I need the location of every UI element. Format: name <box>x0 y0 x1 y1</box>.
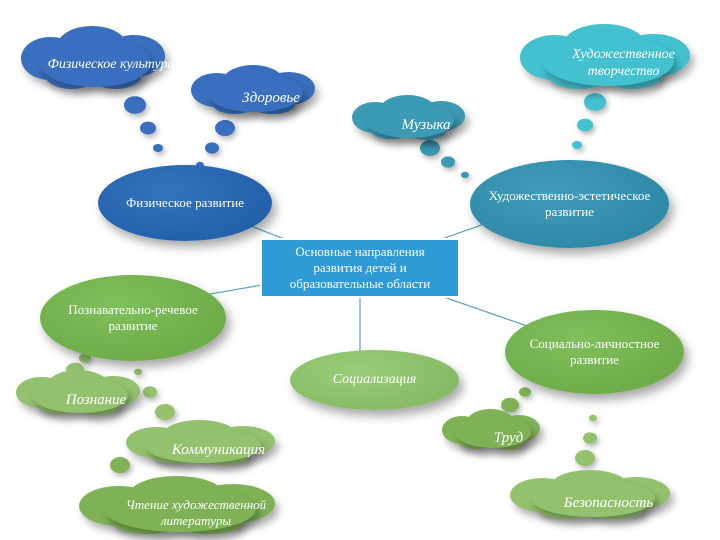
cloud-music: Музыка <box>355 90 497 160</box>
ellipse-cog-dev: Познавательно-речевое развитие <box>40 275 226 361</box>
cloud-labor: Труд <box>445 405 572 470</box>
ellipse-phys-dev: Физическое развитие <box>98 165 272 241</box>
cloud-label: Безопасность <box>564 494 653 512</box>
cloud-health: Здоровье <box>195 60 347 135</box>
cloud-safety: Безопасность <box>515 465 702 540</box>
cloud-label: Физическое культура <box>48 57 175 74</box>
center-box: Основные направления развития детей и об… <box>260 238 460 298</box>
cloud-label: Здоровье <box>242 89 300 107</box>
ellipse-art-dev: Художественно-эстетическое развитие <box>470 160 669 248</box>
cloud-label: Художественное творчество <box>541 47 706 81</box>
cloud-reading: Чтение художественной литературы <box>85 470 307 540</box>
cloud-label: Коммуникация <box>172 441 265 459</box>
cloud-art-creat: Художественное творчество <box>525 18 720 110</box>
cloud-label: Чтение художественной литературы <box>101 497 291 528</box>
cloud-label: Познание <box>66 391 127 409</box>
ellipse-socializ: Социализация <box>290 350 459 410</box>
cloud-label: Труд <box>494 429 523 447</box>
ellipse-soc-dev: Социально-личностное развитие <box>505 310 684 394</box>
diagram-stage: Основные направления развития детей и об… <box>0 0 720 540</box>
cloud-label: Музыка <box>401 116 450 134</box>
cloud-phys-cult: Физическое культура <box>25 20 197 110</box>
